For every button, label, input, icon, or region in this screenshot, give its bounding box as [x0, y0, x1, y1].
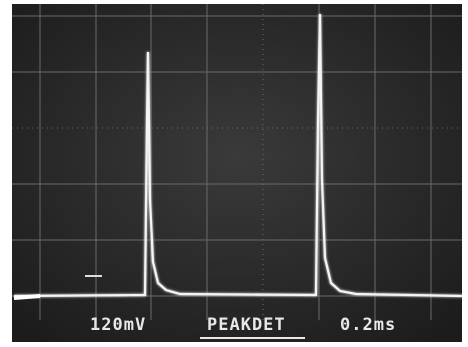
oscilloscope-photo: 120mV PEAKDET 0.2ms: [0, 0, 468, 347]
volts-per-div: 120mV: [90, 315, 146, 335]
ground-marker: [14, 296, 40, 298]
page: 120mV PEAKDET 0.2ms (() => { const data …: [0, 0, 468, 347]
screen: [12, 4, 462, 342]
acquisition-mode: PEAKDET: [207, 315, 286, 335]
time-per-div: 0.2ms: [340, 315, 396, 335]
